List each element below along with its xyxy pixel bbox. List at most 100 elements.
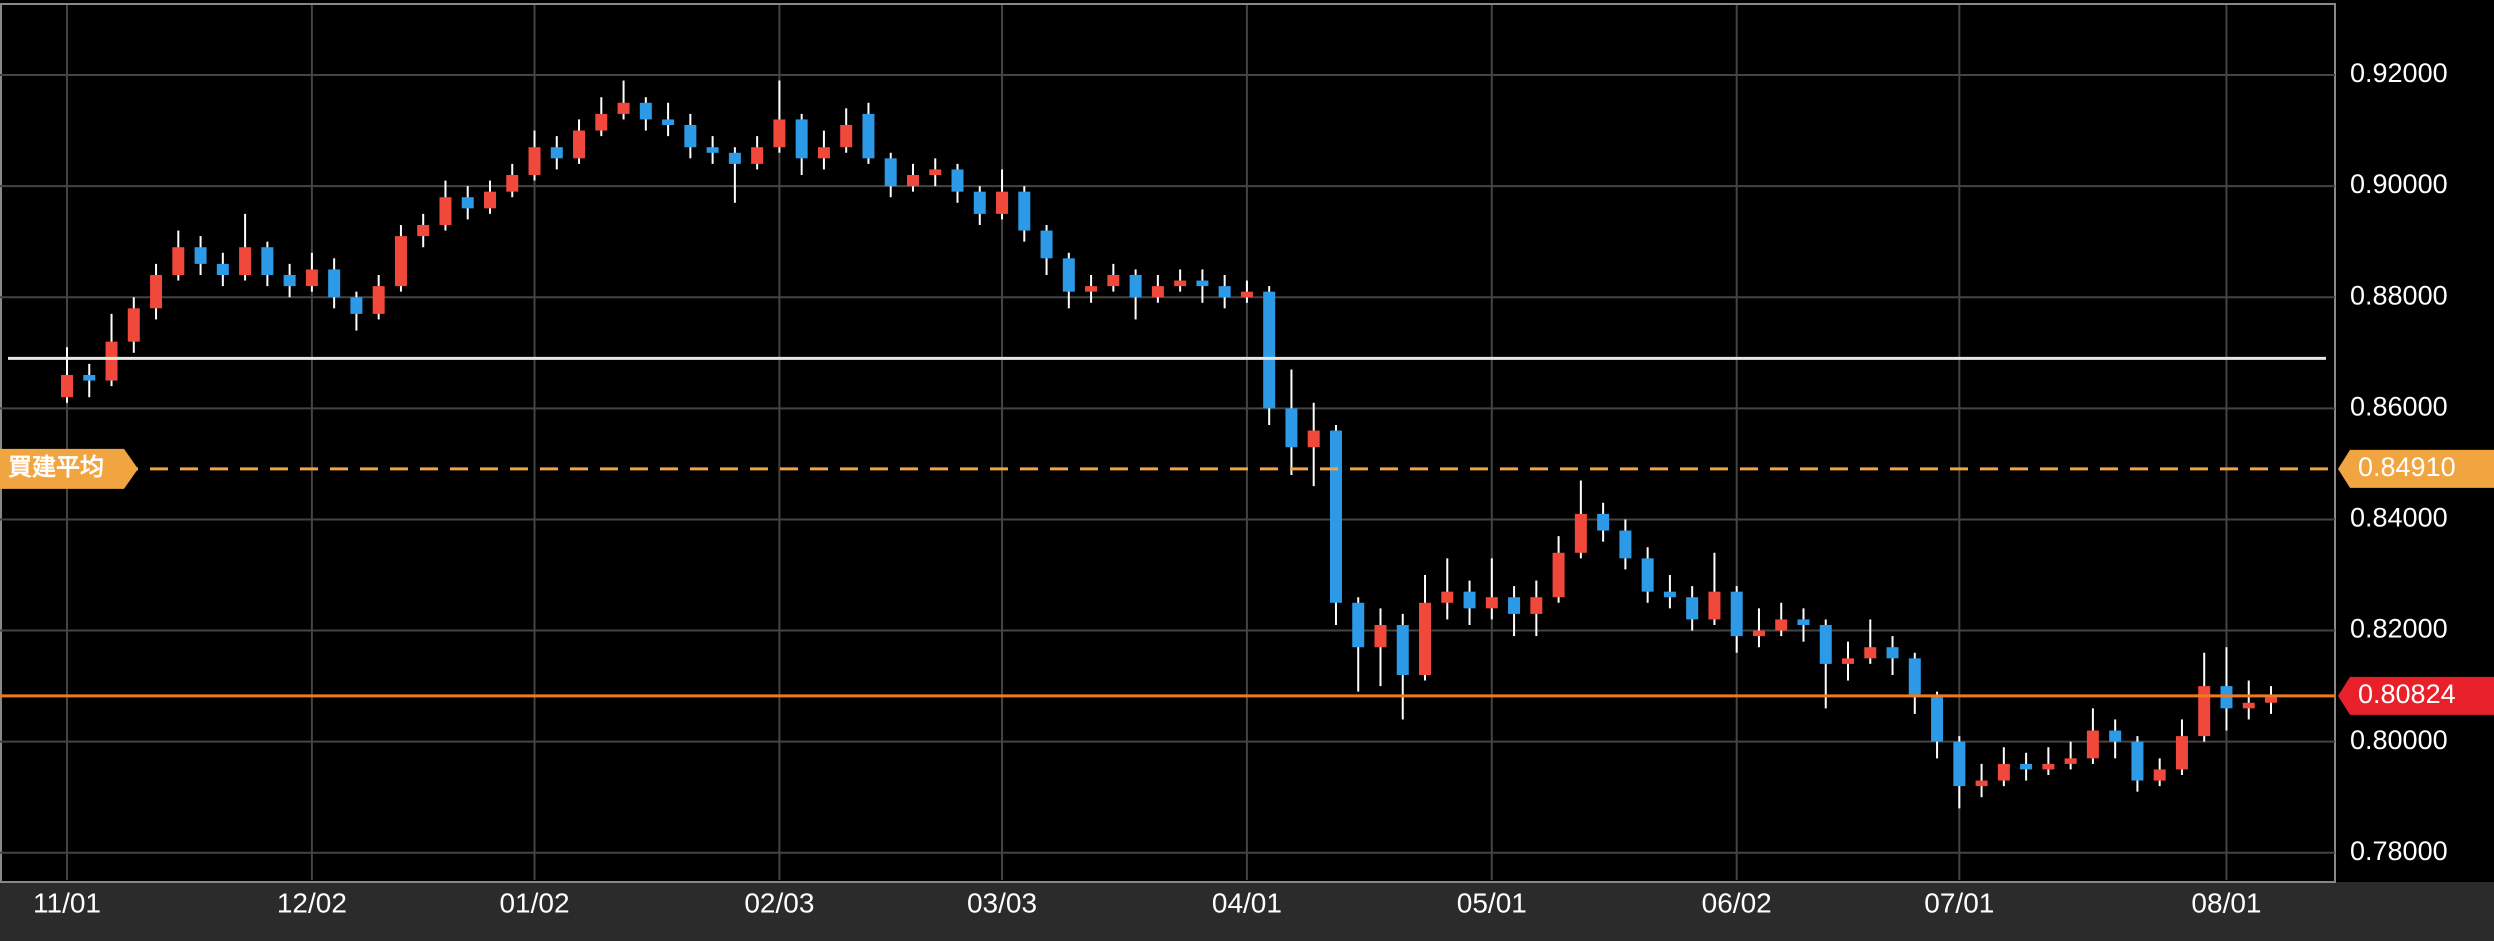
x-tick-label: 12/02 <box>277 887 347 918</box>
candle-body <box>61 375 73 398</box>
candle-body <box>2131 741 2144 781</box>
candle-body <box>1641 558 1654 592</box>
x-tick-label: 01/02 <box>499 887 569 918</box>
candle-body <box>1886 647 1899 659</box>
y-tick-label: 0.84000 <box>2350 503 2448 533</box>
candle-body <box>684 125 697 148</box>
candle-body <box>795 119 808 159</box>
candle-body <box>2175 736 2188 770</box>
y-tick-label: 0.82000 <box>2350 614 2448 644</box>
candle-body <box>1663 591 1676 598</box>
candle-body <box>1018 191 1031 231</box>
candle-body <box>1352 602 1365 648</box>
candle-body <box>394 236 407 287</box>
candle-body <box>751 147 764 164</box>
candle-body <box>639 102 652 120</box>
x-tick-label: 08/01 <box>2191 887 2261 918</box>
candle-body <box>1485 597 1498 609</box>
x-tick-label: 04/01 <box>1212 887 1282 918</box>
line-tag-right <box>2338 449 2494 488</box>
candle-body <box>417 225 430 237</box>
candle-body <box>1040 230 1053 259</box>
candle-body <box>1329 430 1342 603</box>
candle-body <box>194 247 207 264</box>
y-tick-label: 0.80000 <box>2350 725 2448 755</box>
candle-body <box>1441 591 1454 603</box>
candle-body <box>1552 552 1565 598</box>
candle-body <box>528 147 541 175</box>
candle-body <box>2153 769 2166 781</box>
candle-body <box>483 191 496 209</box>
candle-body <box>439 197 452 225</box>
candle-body <box>951 169 964 192</box>
candle-body <box>1151 286 1164 298</box>
candle-body <box>2020 763 2033 770</box>
y-tick-label: 0.78000 <box>2350 836 2448 866</box>
candle-body <box>2064 758 2077 764</box>
candle-body <box>1842 658 1855 664</box>
candle-body <box>573 130 586 159</box>
candle-body <box>1396 625 1409 675</box>
line-name: 買建平均 <box>8 453 104 481</box>
candle-body <box>1708 591 1721 620</box>
candle-body <box>1752 630 1765 637</box>
candle-body <box>817 147 830 159</box>
y-tick-label: 0.88000 <box>2350 280 2448 310</box>
candle-body <box>996 191 1009 214</box>
candle-body <box>1463 591 1476 609</box>
candle-body <box>1419 602 1432 675</box>
candle-body <box>973 191 986 214</box>
x-tick-label: 06/02 <box>1702 887 1772 918</box>
candle-body <box>1908 658 1921 698</box>
candle-body <box>305 269 318 287</box>
candle-body <box>773 119 786 148</box>
candle-body <box>728 152 741 164</box>
candle-body <box>1597 513 1610 531</box>
candle-body <box>1263 291 1276 409</box>
candle-body <box>1997 763 2010 781</box>
x-tick-label: 03/03 <box>967 887 1037 918</box>
candle-body <box>2198 686 2211 737</box>
candle-body <box>906 175 919 187</box>
x-tick-label: 11/01 <box>33 887 101 918</box>
candle-body <box>617 102 630 114</box>
candle-body <box>461 197 474 209</box>
candle-body <box>1931 697 1944 742</box>
candle-body <box>2086 730 2099 759</box>
candle-body <box>283 275 296 287</box>
y-tick-label: 0.92000 <box>2350 58 2448 88</box>
candle-body <box>2242 702 2255 709</box>
candle-body <box>1819 625 1832 664</box>
candle-body <box>216 263 229 275</box>
candle-body <box>2042 763 2055 770</box>
candle-body <box>1085 286 1098 292</box>
candle-body <box>1196 280 1209 287</box>
line-tag-left <box>0 448 138 489</box>
candle-body <box>150 275 163 309</box>
candle-body <box>1730 591 1743 637</box>
candle-body <box>1285 408 1298 448</box>
line-label: 0.80824 <box>2358 679 2456 709</box>
candle-body <box>1174 280 1187 287</box>
x-axis-band <box>0 882 2494 941</box>
candle-body <box>884 158 897 187</box>
candle-body <box>929 169 942 175</box>
y-tick-label: 0.90000 <box>2350 169 2448 199</box>
candle-body <box>2265 696 2277 703</box>
x-tick-label: 05/01 <box>1457 887 1527 918</box>
candle-body <box>83 375 96 381</box>
candle-body <box>350 297 363 314</box>
plot-frame <box>0 3 2336 883</box>
candle-body <box>2109 730 2122 742</box>
candle-body <box>1864 647 1877 659</box>
line-label: 0.84910 <box>2358 452 2456 482</box>
candle-body <box>1686 597 1699 620</box>
candle-body <box>1218 286 1231 298</box>
candle-body <box>1129 275 1142 298</box>
candle-body <box>1107 275 1120 287</box>
candle-body <box>172 247 185 275</box>
candle-body <box>239 247 252 275</box>
x-tick-label: 07/01 <box>1924 887 1994 918</box>
